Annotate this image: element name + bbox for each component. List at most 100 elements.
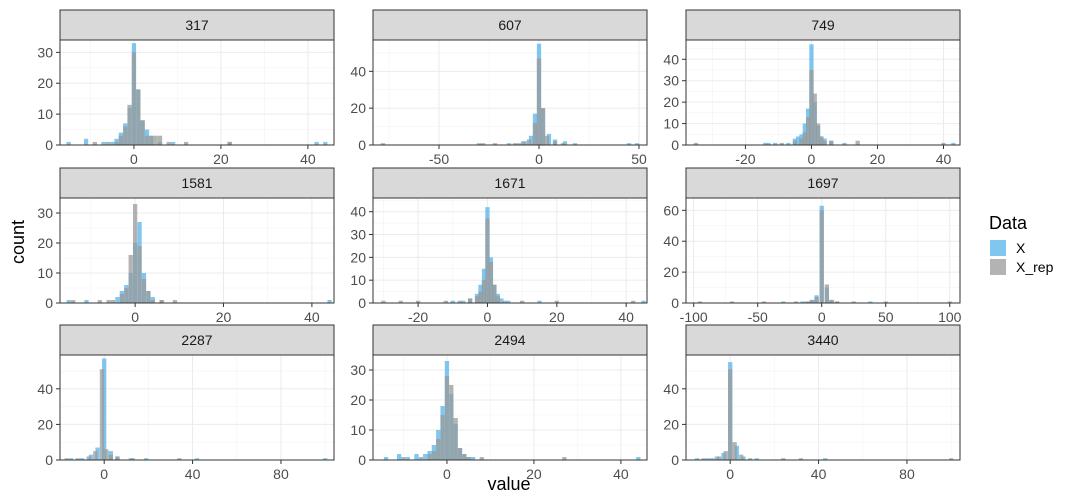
x-tick-label: 20 bbox=[549, 309, 565, 325]
x-tick-label: 40 bbox=[618, 309, 634, 325]
bar-x-rep bbox=[119, 294, 125, 303]
legend-swatch-x bbox=[990, 240, 1006, 256]
bar-x-rep bbox=[710, 458, 715, 460]
bar-x-rep bbox=[431, 451, 437, 460]
bar-x-rep bbox=[512, 143, 518, 145]
y-tick-label: 40 bbox=[350, 204, 366, 220]
x-tick-label: 0 bbox=[808, 151, 816, 167]
bar-x bbox=[405, 457, 410, 460]
bar-x-rep bbox=[560, 143, 566, 145]
bar-x bbox=[721, 452, 726, 460]
y-tick-label: 10 bbox=[37, 265, 53, 281]
y-tick-label: 40 bbox=[350, 63, 366, 79]
bar-x bbox=[128, 458, 133, 460]
y-tick-label: 20 bbox=[37, 416, 53, 432]
bar-x-rep bbox=[137, 246, 142, 303]
bar-x bbox=[499, 298, 504, 303]
bar-x-rep bbox=[141, 279, 147, 303]
bar-x bbox=[754, 458, 759, 460]
x-tick-label: 20 bbox=[213, 151, 229, 167]
y-tick-label: 30 bbox=[37, 205, 53, 221]
bar-x bbox=[694, 458, 700, 460]
bar-x-rep bbox=[779, 142, 784, 145]
legend-title: Data bbox=[989, 213, 1028, 233]
y-tick-label: 0 bbox=[671, 452, 679, 468]
x-tick-label: 0 bbox=[131, 309, 139, 325]
bar-x-rep bbox=[157, 135, 163, 145]
bar-x-rep bbox=[71, 300, 76, 303]
bar-x-rep bbox=[495, 296, 501, 303]
bar-x-rep bbox=[729, 301, 735, 303]
x-axis-title: value bbox=[487, 474, 530, 494]
bar-x-rep bbox=[739, 454, 744, 460]
bar-x-rep bbox=[140, 120, 145, 145]
bar-x-rep bbox=[466, 457, 471, 460]
x-tick-label: -20 bbox=[408, 309, 428, 325]
bar-x-rep bbox=[693, 142, 699, 145]
bar-x-rep bbox=[398, 300, 403, 303]
x-tick-label: 40 bbox=[304, 309, 320, 325]
bar-x-rep bbox=[883, 301, 888, 303]
x-tick-label: 80 bbox=[899, 466, 915, 482]
bar-x-rep bbox=[819, 136, 824, 145]
bar-x bbox=[323, 141, 328, 145]
bar-x-rep bbox=[732, 442, 737, 460]
bar-x-rep bbox=[554, 300, 559, 303]
bar-x-rep bbox=[123, 126, 128, 145]
bar-x-rep bbox=[562, 457, 567, 460]
bar-x-rep bbox=[947, 301, 952, 303]
x-tick-label: 40 bbox=[936, 151, 952, 167]
bar-x-rep bbox=[64, 458, 69, 460]
bar-x bbox=[951, 142, 956, 145]
bar-x bbox=[414, 454, 419, 460]
bar-x-rep bbox=[520, 141, 526, 145]
bar-x-rep bbox=[92, 141, 97, 145]
bar-x-rep bbox=[806, 117, 811, 145]
facet-1697: 1697 0 20 40 60 -100 -50 0 50 100 bbox=[663, 167, 962, 325]
bar-x-rep bbox=[480, 143, 486, 145]
bar-x-rep bbox=[630, 300, 636, 303]
legend-label-x: X bbox=[1016, 240, 1026, 256]
bar-x-rep bbox=[449, 385, 454, 460]
bar-x bbox=[101, 141, 106, 145]
bar-x-rep bbox=[159, 300, 164, 303]
bar-x-rep bbox=[227, 141, 232, 145]
bar-x bbox=[634, 143, 640, 145]
y-tick-label: 20 bbox=[350, 100, 366, 116]
y-tick-label: 10 bbox=[663, 116, 679, 132]
bar-x-rep bbox=[106, 300, 111, 303]
bar-x bbox=[461, 300, 466, 303]
bar-x bbox=[741, 456, 746, 460]
bar-x bbox=[68, 458, 74, 460]
bar-x bbox=[516, 143, 522, 145]
bar-x bbox=[79, 458, 85, 460]
bar-x-rep bbox=[127, 104, 132, 145]
bar-x-rep bbox=[381, 300, 386, 303]
facet-749-strip-label: 749 bbox=[811, 17, 835, 33]
bar-x-rep bbox=[427, 454, 432, 460]
bar-x bbox=[83, 138, 89, 145]
x-tick-label: 100 bbox=[938, 309, 962, 325]
bar-x-rep bbox=[855, 140, 860, 145]
bar-x-rep bbox=[761, 301, 767, 303]
x-tick-label: 50 bbox=[878, 309, 894, 325]
y-tick-label: 20 bbox=[350, 392, 366, 408]
y-tick-label: 40 bbox=[663, 51, 679, 67]
bar-x bbox=[823, 458, 828, 460]
bar-x-rep bbox=[492, 143, 498, 145]
bar-x-rep bbox=[453, 418, 458, 460]
bar-x-rep bbox=[105, 141, 110, 145]
y-tick-label: 40 bbox=[663, 381, 679, 397]
bar-x-rep bbox=[401, 457, 406, 460]
facet-1671: 1671 0 10 20 30 40 -20 0 20 40 bbox=[350, 167, 648, 325]
y-tick-label: 60 bbox=[663, 202, 679, 218]
y-tick-label: 20 bbox=[663, 264, 679, 280]
bar-x-rep bbox=[380, 143, 386, 145]
bar-x bbox=[476, 143, 482, 145]
x-tick-label: 20 bbox=[870, 151, 886, 167]
bar-x bbox=[763, 142, 768, 145]
y-tick-label: 20 bbox=[663, 416, 679, 432]
x-tick-label: 0 bbox=[726, 466, 734, 482]
facet-1671-panel-border bbox=[372, 197, 648, 304]
bar-x-rep bbox=[128, 255, 133, 303]
